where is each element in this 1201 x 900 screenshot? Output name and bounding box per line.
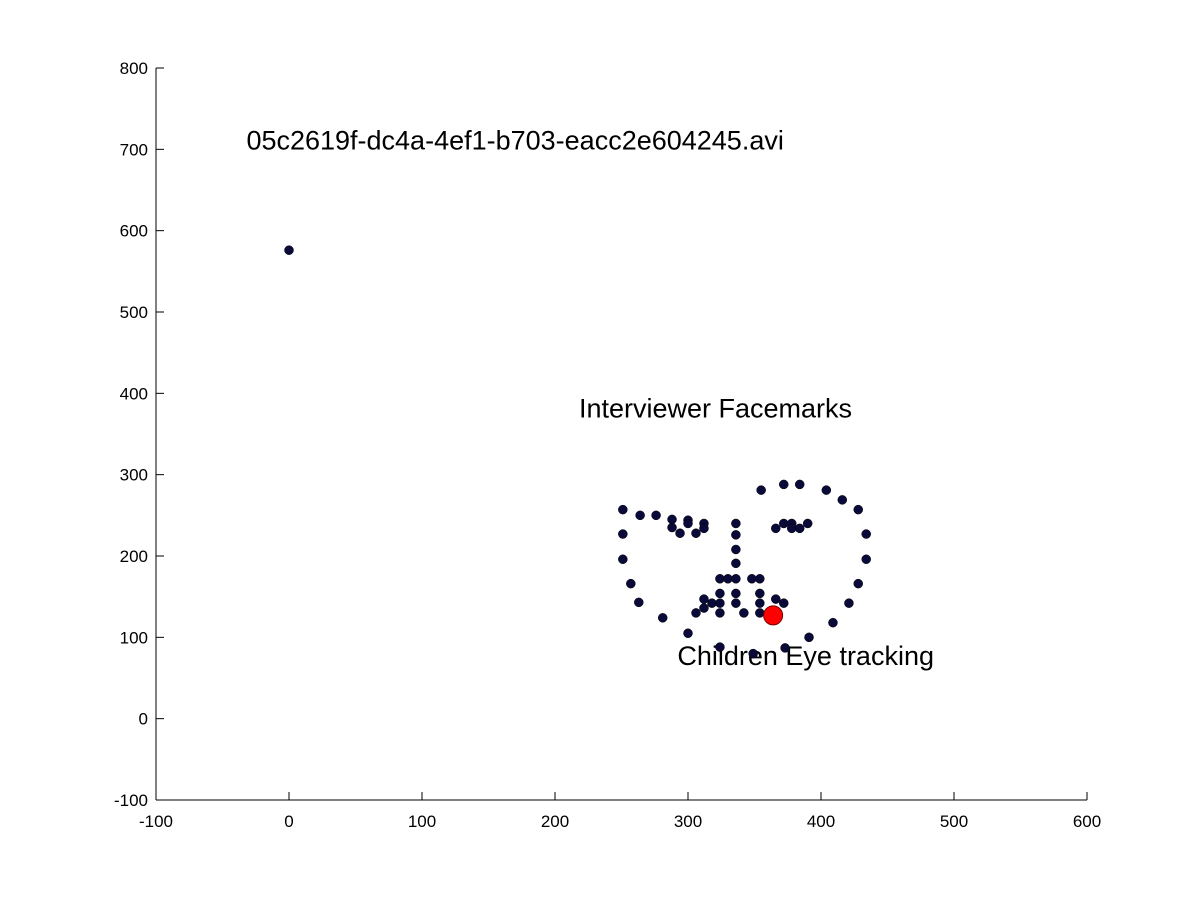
facemark-point [861, 554, 871, 565]
facemark-point [779, 518, 789, 529]
facemark-point [748, 648, 758, 659]
facemark-point [715, 608, 725, 618]
data-points [284, 245, 871, 659]
facemark-point [691, 528, 701, 538]
x-tick-label: 0 [284, 812, 293, 831]
y-tick-label: 400 [120, 384, 148, 403]
facemark-point [828, 617, 838, 628]
x-tick-label: 400 [807, 812, 835, 831]
annotations: 05c2619f-dc4a-4ef1-b703-eacc2e604245.avi… [246, 125, 934, 671]
facemark-point [756, 485, 766, 495]
x-tick-label: 200 [541, 812, 569, 831]
x-tick-label: 300 [674, 812, 702, 831]
facemark-point [667, 522, 677, 533]
facemark-point [715, 588, 725, 599]
facemark-point [779, 598, 789, 608]
facemark-point [723, 574, 733, 584]
facemark-point [731, 574, 741, 584]
facemark-point [853, 578, 863, 589]
facemark-point [715, 642, 725, 652]
facemark-point [657, 613, 668, 623]
facemark-point [755, 608, 765, 618]
y-tick-label: 300 [120, 466, 148, 485]
facemark-point [699, 603, 709, 613]
facemark-point [731, 558, 741, 569]
facemark-point [739, 608, 749, 618]
facemark-point [755, 588, 765, 599]
facemark-point [634, 597, 644, 608]
facemark-point [747, 574, 757, 584]
facemark-point [715, 598, 725, 608]
facemark-point [626, 578, 636, 589]
facemark-point [667, 514, 677, 525]
facemark-point [618, 554, 628, 565]
facemark-point [771, 594, 781, 604]
facemark-point [794, 523, 805, 534]
facemark-point [861, 529, 871, 539]
axes: -100 0 100 200 300 400 500 600 -100 0 100 200 300 400… [114, 59, 1101, 831]
x-tick-label: 600 [1073, 812, 1101, 831]
facemark-point [794, 479, 805, 490]
facemark-point [821, 485, 832, 495]
facemark-point [731, 598, 741, 608]
facemark-point [786, 523, 797, 534]
facemark-point [780, 643, 790, 653]
facemark-point [844, 598, 854, 608]
facemark-point [691, 608, 701, 618]
facemark-point [731, 588, 741, 599]
facemark-point [802, 518, 813, 529]
facemark-point [699, 523, 709, 534]
facemark-point [731, 518, 741, 529]
facemark-point [755, 598, 765, 608]
y-tick-label: 600 [120, 222, 148, 241]
facemark-point [771, 523, 781, 534]
facemark-point [715, 574, 725, 584]
facemark-point [618, 504, 628, 515]
y-tick-label: 700 [120, 140, 148, 159]
y-tick-label: 0 [139, 710, 148, 729]
facemark-point [284, 245, 294, 255]
facemark-point [635, 510, 645, 521]
facemark-point [699, 594, 709, 604]
y-tick-label: 200 [120, 547, 148, 566]
facemark-point [683, 628, 693, 639]
facemark-point [618, 529, 628, 539]
gaze-point [763, 605, 784, 626]
y-tick-label: 800 [120, 59, 148, 78]
y-tick-label: -100 [114, 791, 148, 810]
annotation-label: Interviewer Facemarks [579, 394, 852, 424]
facemark-point [731, 530, 741, 540]
facemark-point [707, 598, 717, 608]
y-tick-label: 500 [120, 303, 148, 322]
facemark-point [779, 479, 789, 490]
facemark-point [853, 504, 863, 515]
x-tick-label: -100 [139, 812, 173, 831]
facemark-point [755, 574, 765, 584]
facemark-point [651, 510, 661, 521]
y-tick-label: 100 [120, 628, 148, 647]
x-tick-label: 100 [408, 812, 436, 831]
annotation-label: 05c2619f-dc4a-4ef1-b703-eacc2e604245.avi [246, 125, 783, 155]
facemark-point [837, 495, 848, 505]
facemark-point [731, 544, 741, 555]
facemark-point [804, 632, 814, 643]
facemark-point [675, 528, 685, 538]
facemark-point [683, 518, 693, 529]
x-tick-label: 500 [940, 812, 968, 831]
